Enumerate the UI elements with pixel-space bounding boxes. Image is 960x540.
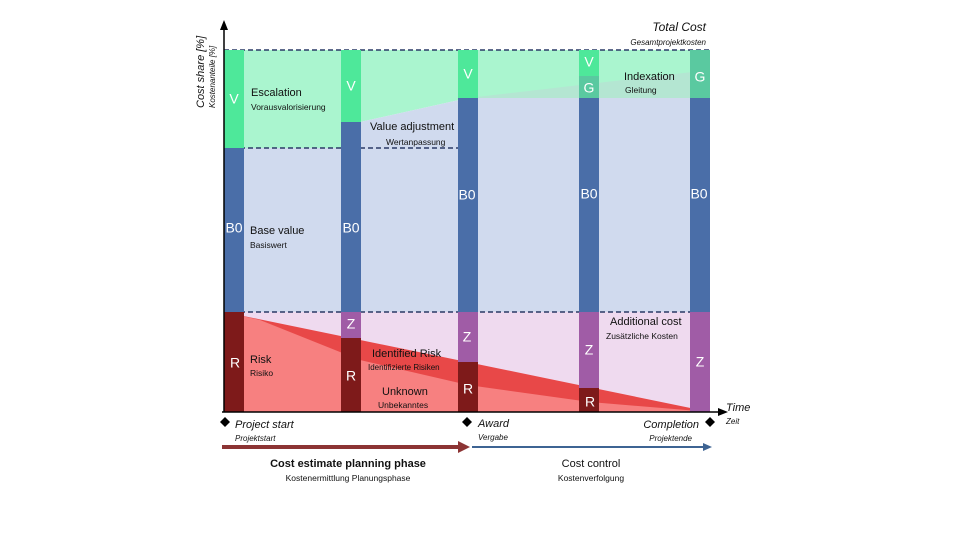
bar-segment bbox=[690, 312, 710, 412]
bar-completion: G B0 Z bbox=[690, 50, 710, 412]
bar-segment bbox=[224, 148, 244, 312]
value-adjustment-label: Value adjustment bbox=[370, 121, 454, 133]
bar2-z-label: Z bbox=[347, 316, 356, 332]
bar5-b0-label: B0 bbox=[690, 186, 707, 202]
total-cost-sublabel: Gesamtprojektkosten bbox=[630, 38, 706, 47]
bar2-b0-label: B0 bbox=[342, 220, 359, 236]
unknown-sublabel: Unbekanntes bbox=[378, 400, 428, 410]
y-axis-label: Cost share [%] bbox=[195, 35, 207, 108]
award-marker bbox=[462, 417, 472, 427]
bar4-z-label: Z bbox=[585, 342, 594, 358]
completion-marker bbox=[705, 417, 715, 427]
bar-segment bbox=[579, 98, 599, 312]
indexation-sublabel: Gleitung bbox=[625, 85, 657, 95]
additional-cost-sublabel: Zusätzliche Kosten bbox=[606, 331, 678, 341]
base-value-sublabel: Basiswert bbox=[250, 240, 287, 250]
bar-segment bbox=[690, 50, 710, 98]
project-start-label: Project start bbox=[235, 419, 295, 431]
planning-phase-label: Cost estimate planning phase bbox=[270, 458, 426, 470]
bar-award: V B0 Z R bbox=[458, 50, 478, 412]
completion-sublabel: Projektende bbox=[649, 434, 692, 443]
bar-segment bbox=[224, 50, 244, 148]
risk-label: Risk bbox=[250, 354, 272, 366]
unknown-label: Unknown bbox=[382, 386, 428, 398]
bar-segment bbox=[579, 388, 599, 412]
y-axis-sublabel: Kostenanteile [%] bbox=[208, 45, 217, 108]
project-start-sublabel: Projektstart bbox=[235, 434, 276, 443]
award-sublabel: Vergabe bbox=[478, 433, 509, 442]
bar-segment bbox=[579, 76, 599, 98]
bar-segment bbox=[224, 312, 244, 412]
value-adjustment-sublabel: Wertanpassung bbox=[386, 137, 446, 147]
bar-control-mid: V G B0 Z R bbox=[579, 50, 599, 412]
bar-segment bbox=[458, 50, 478, 98]
bar-segment bbox=[341, 50, 361, 122]
bar-segment bbox=[341, 122, 361, 312]
bar3-b0-label: B0 bbox=[458, 187, 475, 203]
bar1-v-label: V bbox=[229, 91, 239, 107]
planning-phase-arrowhead bbox=[458, 441, 470, 453]
y-axis-arrowhead bbox=[220, 20, 228, 30]
bar-project-start: V B0 R bbox=[224, 50, 244, 412]
bar4-r-label: R bbox=[585, 394, 595, 410]
bar4-g-label: G bbox=[584, 80, 595, 96]
bar5-z-label: Z bbox=[696, 354, 705, 370]
bar4-b0-label: B0 bbox=[580, 186, 597, 202]
identified-risk-label: Identified Risk bbox=[372, 348, 442, 360]
x-axis-arrowhead bbox=[718, 408, 728, 416]
completion-label: Completion bbox=[643, 419, 699, 431]
x-axis-label: Time bbox=[726, 402, 750, 414]
bar-segment bbox=[579, 312, 599, 388]
bar-segment bbox=[458, 98, 478, 312]
escalation-label: Escalation bbox=[251, 87, 302, 99]
bar-segment bbox=[341, 312, 361, 338]
bar-segment bbox=[690, 98, 710, 312]
award-label: Award bbox=[477, 418, 510, 430]
control-phase-sublabel: Kostenverfolgung bbox=[558, 473, 624, 483]
bar2-r-label: R bbox=[346, 368, 356, 384]
bar1-b0-label: B0 bbox=[225, 220, 242, 236]
control-phase-arrowhead bbox=[703, 443, 712, 451]
planning-phase-sublabel: Kostenermittlung Planungsphase bbox=[286, 473, 411, 483]
bar3-v-label: V bbox=[463, 66, 473, 82]
bar3-r-label: R bbox=[463, 381, 473, 397]
x-axis-sublabel: Zeit bbox=[725, 417, 740, 426]
identified-risk-sublabel: Identifizierte Risiken bbox=[368, 363, 440, 372]
control-phase-label: Cost control bbox=[562, 458, 621, 470]
bar3-z-label: Z bbox=[463, 329, 472, 345]
bar-segment bbox=[458, 362, 478, 412]
risk-sublabel: Risiko bbox=[250, 368, 273, 378]
bar4-v-label: V bbox=[584, 54, 594, 70]
additional-cost-label: Additional cost bbox=[610, 316, 682, 328]
base-value-label: Base value bbox=[250, 225, 304, 237]
bar2-v-label: V bbox=[346, 78, 356, 94]
indexation-label: Indexation bbox=[624, 71, 675, 83]
bar-planning-mid: V B0 Z R bbox=[341, 50, 361, 412]
bar-segment bbox=[579, 50, 599, 76]
escalation-sublabel: Vorausvalorisierung bbox=[251, 102, 326, 112]
bar-segment bbox=[341, 338, 361, 412]
bar-segment bbox=[458, 312, 478, 362]
project-start-marker bbox=[220, 417, 230, 427]
bar5-g-label: G bbox=[695, 69, 706, 85]
bar1-r-label: R bbox=[230, 355, 240, 371]
total-cost-label: Total Cost bbox=[652, 20, 706, 34]
